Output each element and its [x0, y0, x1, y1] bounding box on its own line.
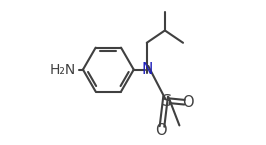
Text: O: O — [182, 95, 194, 110]
Text: N: N — [141, 62, 152, 77]
Text: O: O — [155, 123, 167, 138]
Text: S: S — [162, 94, 172, 109]
Text: H₂N: H₂N — [49, 63, 76, 77]
